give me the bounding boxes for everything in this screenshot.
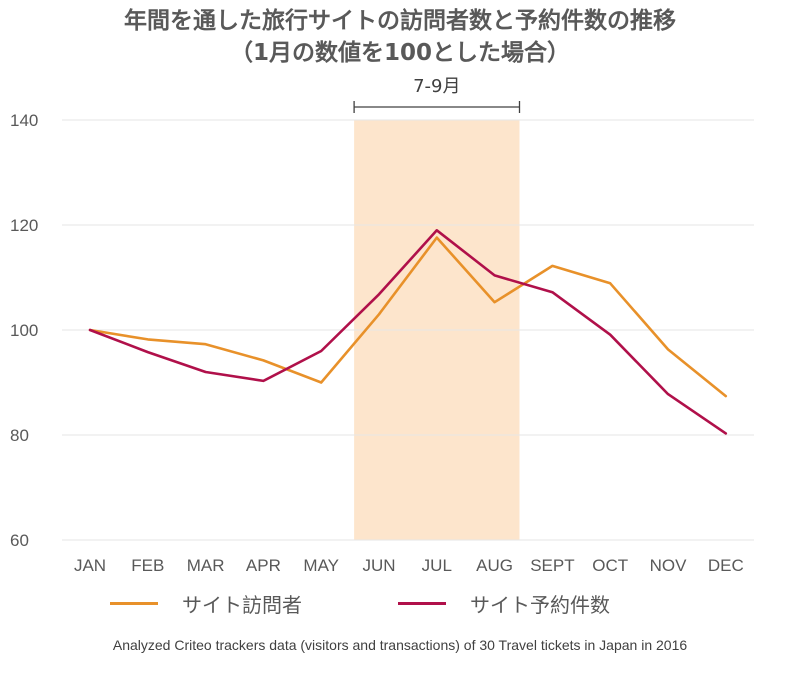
chart-title-line2: （1月の数値を100とした場合） bbox=[229, 40, 570, 66]
legend-swatch-visitors bbox=[110, 601, 158, 605]
series-line-visitors bbox=[88, 236, 728, 398]
chart-title-line1: 年間を通した旅行サイトの訪問者数と予約件数の推移 bbox=[124, 8, 676, 34]
x-tick-label: SEPT bbox=[530, 556, 574, 575]
legend-swatch-bookings bbox=[398, 601, 446, 605]
x-tick-label: OCT bbox=[592, 556, 628, 575]
y-tick-label: 100 bbox=[10, 321, 38, 340]
legend-item-bookings: サイト予約件数 bbox=[398, 588, 610, 618]
footer-note: Analyzed Criteo trackers data (visitors … bbox=[112, 637, 688, 653]
y-tick-label: 60 bbox=[10, 531, 29, 550]
x-tick-label: MAR bbox=[187, 556, 225, 575]
legend-item-visitors: サイト訪問者 bbox=[110, 588, 302, 618]
highlight-label: 7-9月 bbox=[413, 76, 460, 97]
y-tick-label: 140 bbox=[10, 111, 38, 130]
x-tick-label: JUL bbox=[422, 556, 452, 575]
y-tick-label: 80 bbox=[10, 426, 29, 445]
x-tick-label: NOV bbox=[650, 556, 688, 575]
y-tick-label: 120 bbox=[10, 216, 38, 235]
x-tick-label: DEC bbox=[708, 556, 744, 575]
x-tick-label: JAN bbox=[74, 556, 106, 575]
x-tick-label: APR bbox=[246, 556, 281, 575]
x-tick-label: MAY bbox=[303, 556, 339, 575]
x-tick-label: AUG bbox=[476, 556, 513, 575]
x-tick-label: JUN bbox=[362, 556, 395, 575]
legend-label-bookings: サイト予約件数 bbox=[470, 592, 610, 617]
series-line-bookings bbox=[88, 229, 728, 435]
x-tick-label: FEB bbox=[131, 556, 164, 575]
legend-label-visitors: サイト訪問者 bbox=[182, 592, 302, 617]
